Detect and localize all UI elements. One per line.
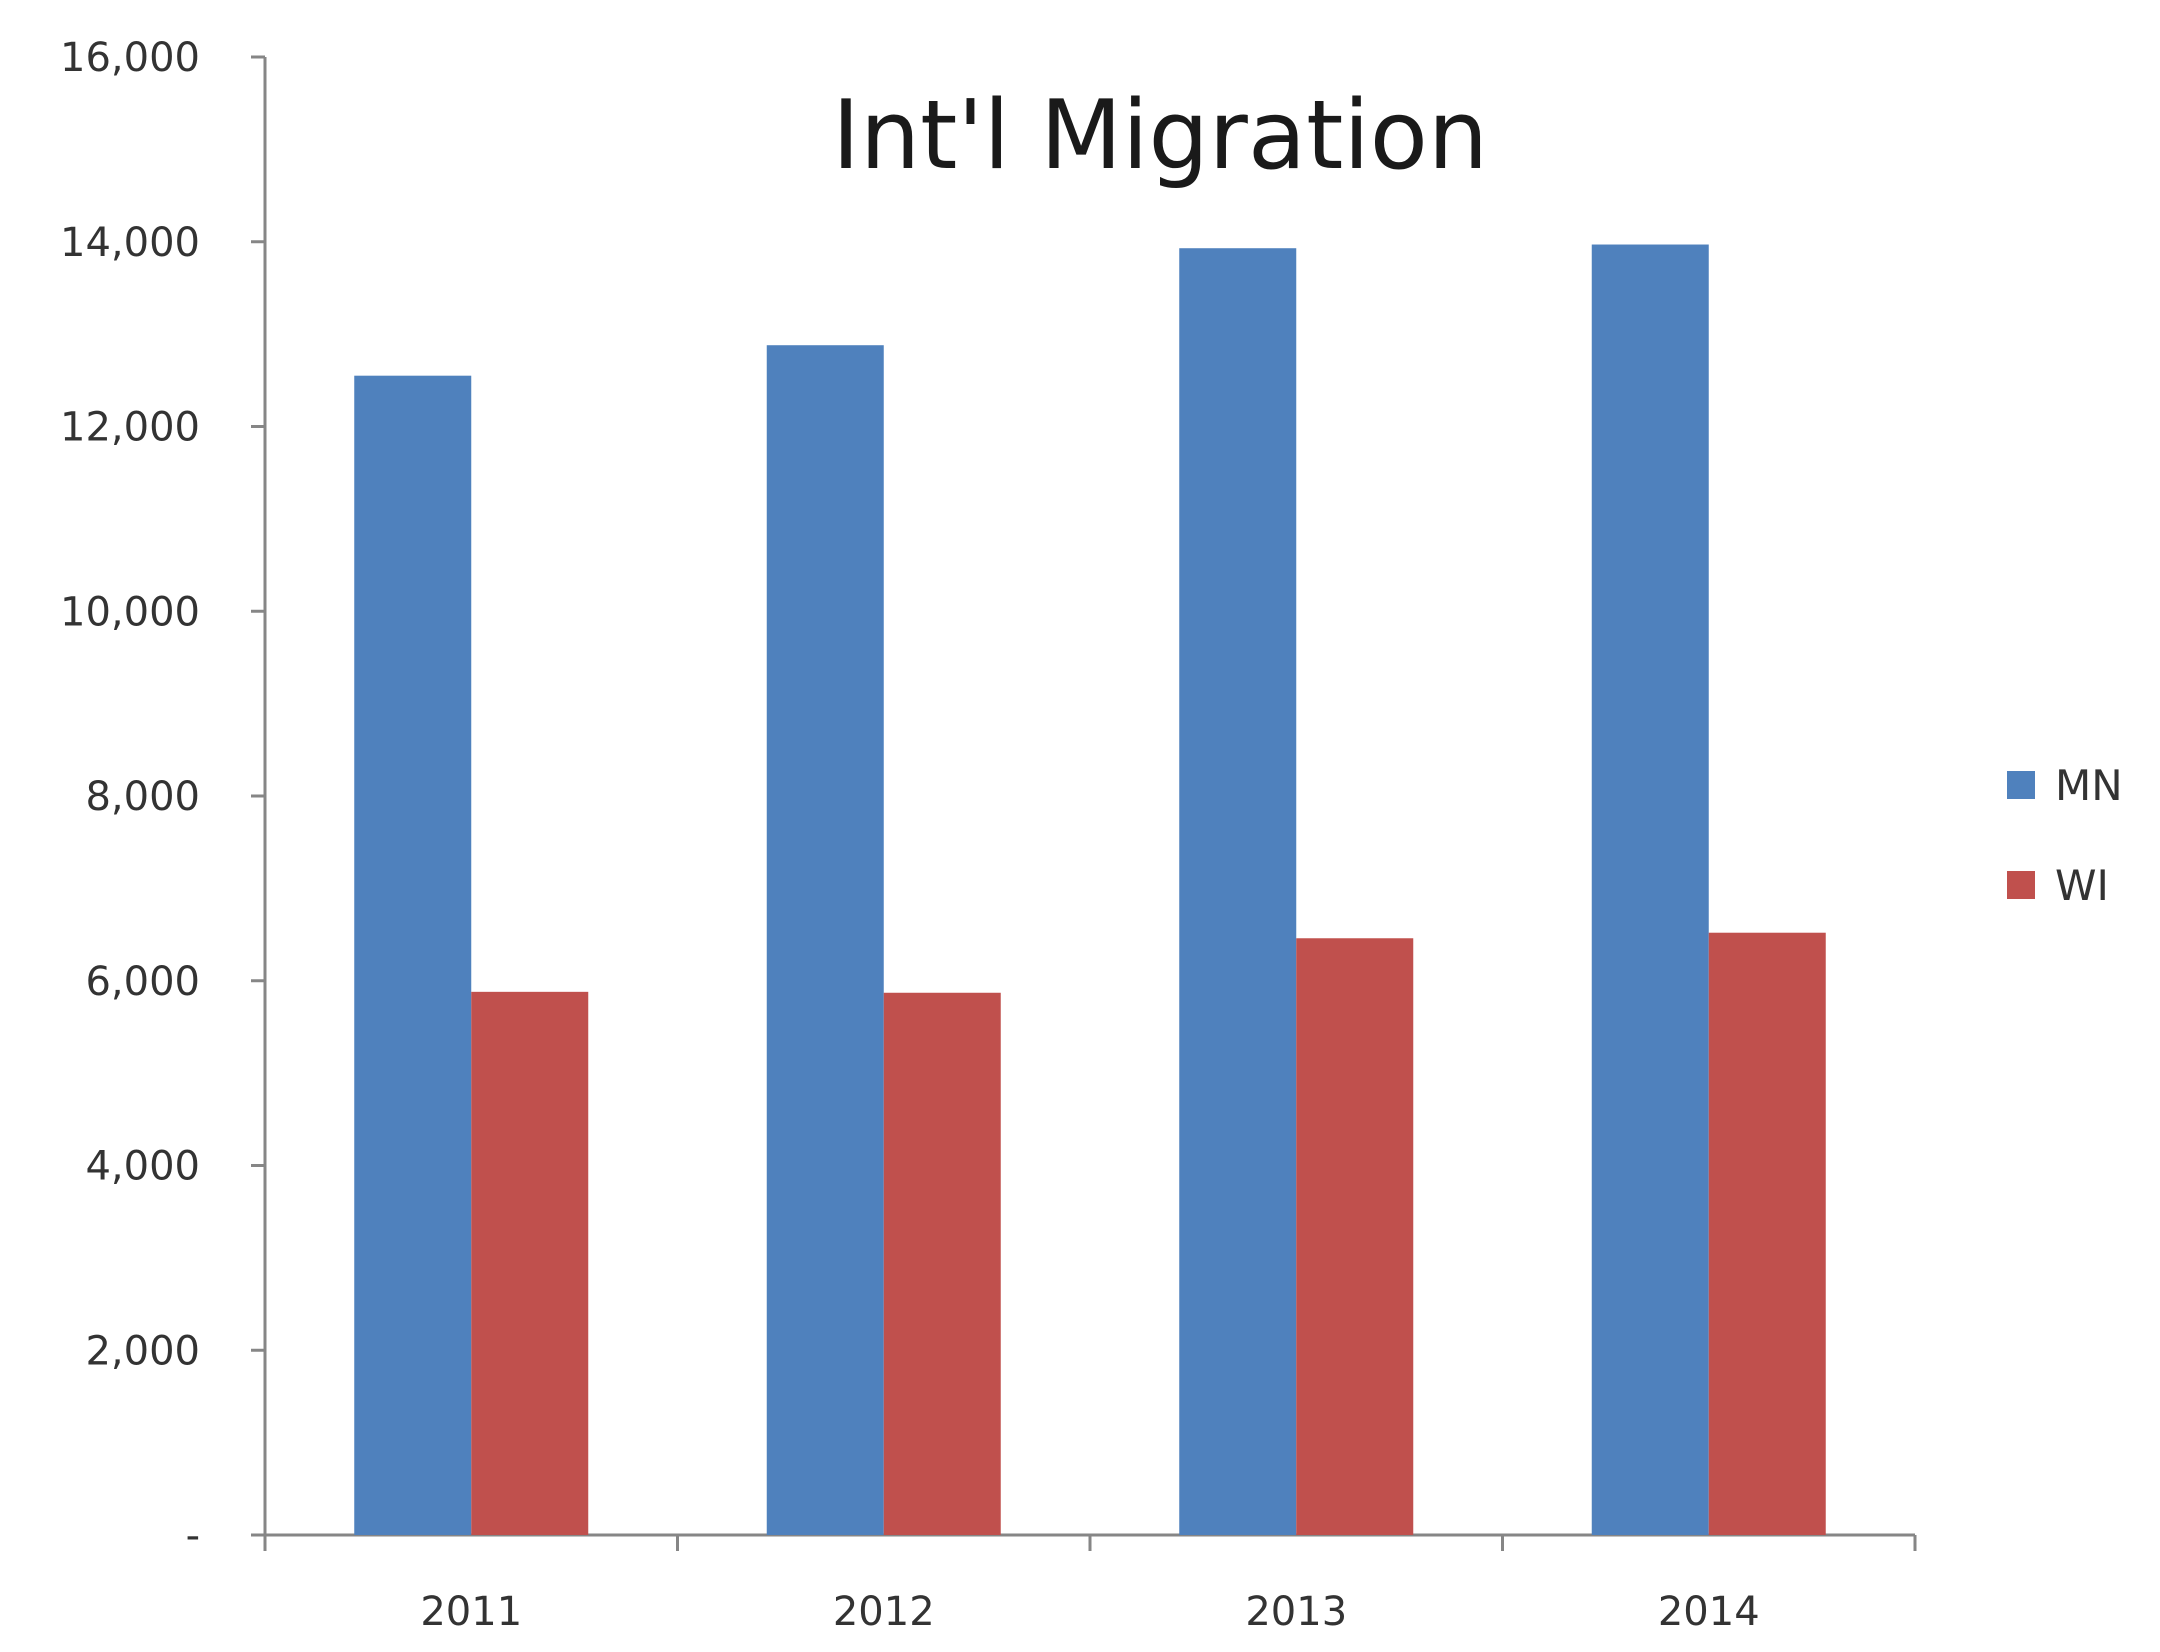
bar-mn-2011 [354,375,472,1536]
bar-mn-2012 [766,345,884,1536]
bar-mn-2013 [1179,248,1297,1535]
bar-wi-2013 [1296,938,1414,1535]
x-tick-label: 2014 [1658,1589,1760,1635]
y-tick-label: 6,000 [85,959,200,1005]
legend-swatch-mn [2007,771,2035,799]
bars-group [354,244,1826,1536]
legend-swatch-wi [2007,871,2035,899]
y-tick-label: 12,000 [60,405,200,451]
x-tick-label: 2011 [420,1589,522,1635]
y-tick-label: 2,000 [85,1328,200,1374]
x-axis: 2011 2012 2013 2014 [263,1533,1917,1635]
y-axis: - 2,000 4,000 6,000 8,000 10,000 12,000 14,000 1… [60,35,267,1559]
legend-label-wi: WI [2055,861,2109,910]
x-tick-label: 2012 [833,1589,935,1635]
legend-label-mn: MN [2055,761,2123,810]
y-tick-label: 14,000 [60,220,200,266]
y-tick-label: - [186,1513,200,1559]
bar-wi-2011 [471,991,589,1535]
legend: MN WI [2007,761,2123,910]
y-tick-label: 8,000 [85,774,200,820]
bar-wi-2012 [883,992,1001,1535]
bar-wi-2014 [1708,932,1826,1535]
y-tick-label: 4,000 [85,1144,200,1190]
y-tick-label: 16,000 [60,35,200,81]
bar-mn-2014 [1591,244,1709,1536]
x-tick-label: 2013 [1245,1589,1347,1635]
y-tick-label: 10,000 [60,589,200,635]
chart-title: Int'l Migration [832,81,1488,191]
